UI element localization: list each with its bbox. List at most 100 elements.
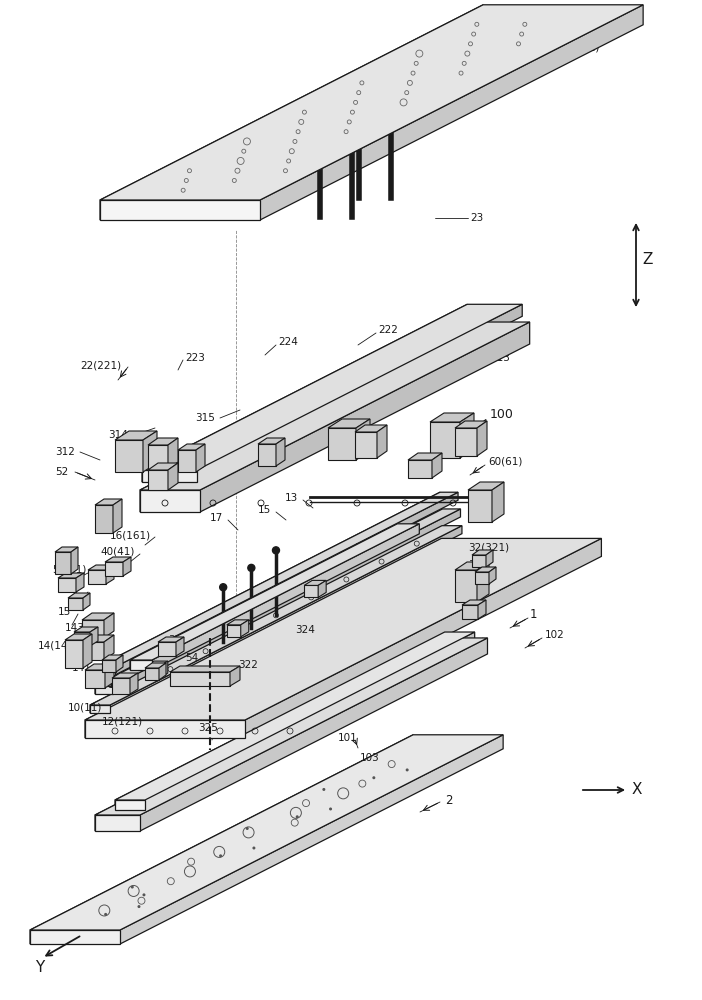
Text: 2: 2 bbox=[445, 794, 453, 806]
Polygon shape bbox=[65, 634, 92, 640]
Text: Z: Z bbox=[642, 252, 652, 267]
Polygon shape bbox=[130, 673, 138, 694]
Polygon shape bbox=[455, 562, 489, 570]
Polygon shape bbox=[85, 664, 114, 670]
Polygon shape bbox=[95, 638, 442, 831]
Circle shape bbox=[219, 854, 222, 857]
Polygon shape bbox=[230, 666, 240, 686]
Polygon shape bbox=[85, 670, 105, 688]
Circle shape bbox=[406, 768, 409, 771]
Polygon shape bbox=[90, 627, 98, 646]
Text: 1: 1 bbox=[530, 608, 538, 621]
Text: X: X bbox=[632, 782, 642, 798]
Polygon shape bbox=[90, 705, 110, 713]
Text: 50(51): 50(51) bbox=[52, 565, 86, 575]
Polygon shape bbox=[468, 490, 492, 522]
Polygon shape bbox=[68, 593, 90, 598]
Polygon shape bbox=[113, 499, 122, 533]
Polygon shape bbox=[159, 663, 166, 680]
Text: 311: 311 bbox=[480, 335, 500, 345]
Polygon shape bbox=[146, 661, 168, 666]
Polygon shape bbox=[178, 450, 196, 472]
Polygon shape bbox=[477, 562, 489, 602]
Text: 32(321): 32(321) bbox=[468, 543, 509, 553]
Polygon shape bbox=[455, 570, 477, 602]
Polygon shape bbox=[158, 637, 184, 642]
Polygon shape bbox=[88, 570, 106, 584]
Polygon shape bbox=[105, 557, 131, 562]
Polygon shape bbox=[74, 632, 90, 646]
Polygon shape bbox=[120, 735, 503, 944]
Polygon shape bbox=[472, 555, 486, 567]
Text: 17: 17 bbox=[210, 513, 223, 523]
Polygon shape bbox=[68, 598, 83, 610]
Text: 223: 223 bbox=[185, 353, 205, 363]
Polygon shape bbox=[83, 593, 90, 610]
Polygon shape bbox=[142, 304, 468, 482]
Polygon shape bbox=[356, 419, 370, 460]
Polygon shape bbox=[258, 444, 276, 466]
Text: 54: 54 bbox=[185, 653, 198, 663]
Polygon shape bbox=[145, 668, 159, 680]
Text: 10(11): 10(11) bbox=[68, 703, 102, 713]
Polygon shape bbox=[76, 573, 84, 592]
Circle shape bbox=[143, 893, 145, 896]
Polygon shape bbox=[130, 524, 397, 670]
Polygon shape bbox=[227, 620, 249, 625]
Text: 62: 62 bbox=[472, 577, 485, 587]
Polygon shape bbox=[82, 620, 104, 638]
Polygon shape bbox=[140, 490, 200, 512]
Polygon shape bbox=[106, 565, 114, 584]
Text: 22(221): 22(221) bbox=[80, 360, 121, 370]
Polygon shape bbox=[71, 547, 78, 574]
Polygon shape bbox=[168, 463, 178, 490]
Polygon shape bbox=[318, 580, 326, 597]
Polygon shape bbox=[102, 655, 123, 660]
Polygon shape bbox=[328, 419, 370, 428]
Polygon shape bbox=[82, 635, 114, 642]
Text: 16(161): 16(161) bbox=[110, 530, 151, 540]
Circle shape bbox=[272, 547, 279, 554]
Polygon shape bbox=[100, 5, 643, 200]
Polygon shape bbox=[140, 322, 470, 512]
Text: Y: Y bbox=[35, 960, 44, 976]
Circle shape bbox=[248, 564, 255, 571]
Polygon shape bbox=[245, 538, 602, 738]
Polygon shape bbox=[196, 444, 205, 472]
Polygon shape bbox=[113, 509, 461, 694]
Text: 101: 101 bbox=[338, 733, 358, 743]
Polygon shape bbox=[142, 470, 197, 482]
Polygon shape bbox=[455, 428, 477, 456]
Polygon shape bbox=[85, 720, 245, 738]
Polygon shape bbox=[83, 634, 92, 668]
Polygon shape bbox=[462, 600, 486, 605]
Polygon shape bbox=[115, 440, 143, 472]
Polygon shape bbox=[455, 421, 487, 428]
Polygon shape bbox=[95, 499, 122, 505]
Text: 40(41): 40(41) bbox=[100, 547, 134, 557]
Polygon shape bbox=[170, 666, 240, 672]
Circle shape bbox=[104, 913, 107, 916]
Polygon shape bbox=[475, 567, 496, 572]
Polygon shape bbox=[95, 509, 442, 694]
Polygon shape bbox=[430, 422, 460, 458]
Polygon shape bbox=[130, 524, 419, 660]
Polygon shape bbox=[146, 666, 160, 678]
Polygon shape bbox=[200, 322, 530, 512]
Polygon shape bbox=[105, 664, 114, 688]
Polygon shape bbox=[112, 673, 138, 678]
Text: 12(121): 12(121) bbox=[102, 717, 143, 727]
Polygon shape bbox=[88, 565, 114, 570]
Polygon shape bbox=[95, 815, 140, 831]
Text: 15: 15 bbox=[58, 607, 71, 617]
Polygon shape bbox=[176, 637, 184, 656]
Text: 323: 323 bbox=[168, 635, 188, 645]
Polygon shape bbox=[152, 524, 419, 670]
Polygon shape bbox=[143, 431, 157, 472]
Polygon shape bbox=[489, 567, 496, 584]
Polygon shape bbox=[115, 431, 157, 440]
Polygon shape bbox=[478, 600, 486, 619]
Text: 20(21): 20(21) bbox=[565, 43, 600, 53]
Text: 52: 52 bbox=[55, 467, 68, 477]
Text: 60(61): 60(61) bbox=[488, 457, 522, 467]
